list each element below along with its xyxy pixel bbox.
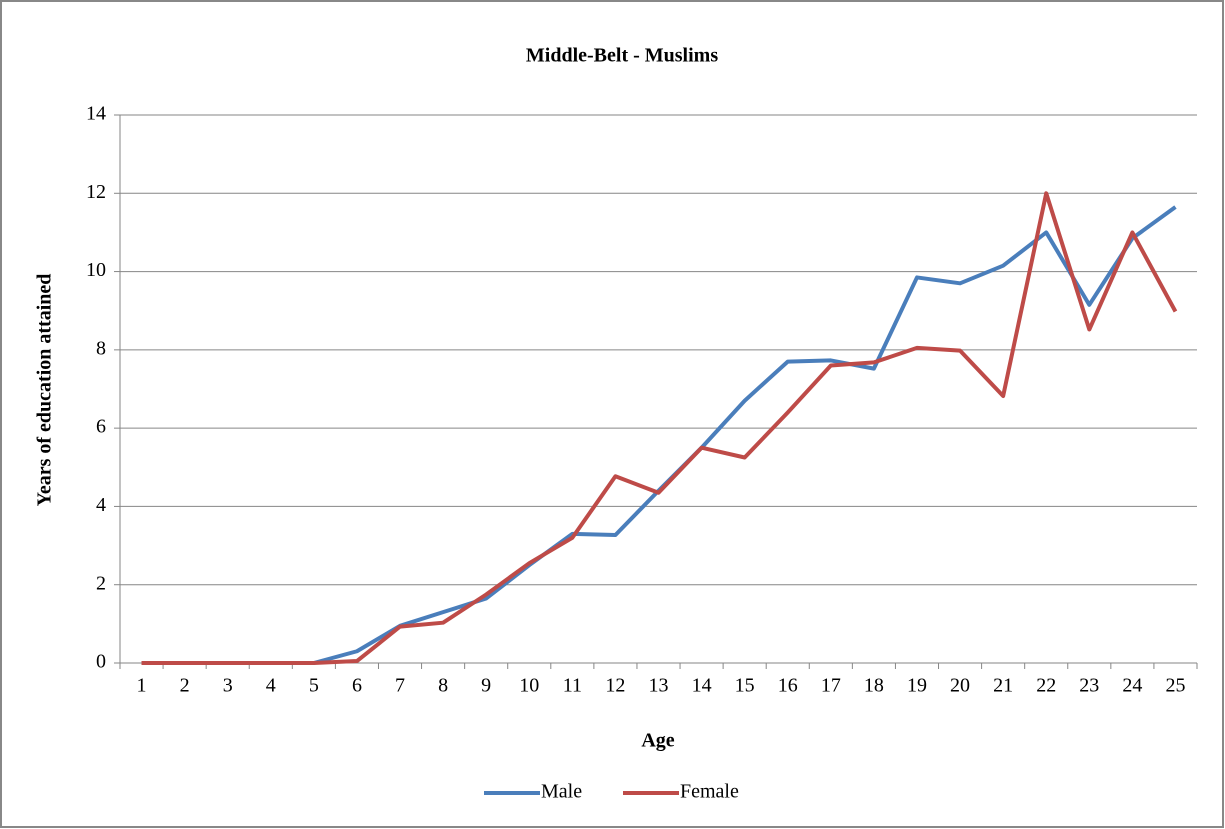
- y-tick-label: 14: [86, 103, 106, 125]
- y-tick-label: 2: [96, 572, 106, 594]
- x-tick-label: 14: [692, 675, 712, 697]
- x-tick-label: 18: [864, 675, 884, 697]
- x-tick-label: 3: [223, 675, 233, 697]
- x-tick-label: 8: [438, 675, 448, 697]
- x-tick-label: 13: [649, 675, 669, 697]
- x-tick-label: 4: [266, 675, 276, 697]
- y-tick-label: 10: [86, 259, 106, 281]
- series-line: [141, 191, 1178, 665]
- x-tick-label: 16: [778, 675, 798, 697]
- legend-label: Female: [680, 781, 739, 803]
- x-tick-label: 23: [1079, 675, 1099, 697]
- y-axis-label: Years of education attained: [34, 274, 56, 507]
- x-tick-label: 2: [180, 675, 190, 697]
- x-tick-label: 15: [735, 675, 755, 697]
- x-tick-label: 7: [395, 675, 405, 697]
- x-tick-label: 9: [481, 675, 491, 697]
- x-tick-label: 5: [309, 675, 319, 697]
- x-tick-label: 25: [1165, 675, 1185, 697]
- x-axis-label: Age: [641, 730, 674, 752]
- x-tick-label: 17: [821, 675, 841, 697]
- x-tick-label: 19: [907, 675, 927, 697]
- x-tick-label: 11: [563, 675, 582, 697]
- x-tick-label: 20: [950, 675, 970, 697]
- y-tick-label: 12: [86, 181, 106, 203]
- legend-label: Male: [541, 781, 582, 803]
- x-tick-label: 10: [519, 675, 539, 697]
- y-tick-label: 6: [96, 416, 106, 438]
- y-tick-label: 4: [96, 494, 106, 516]
- x-tick-label: 21: [993, 675, 1013, 697]
- y-tick-label: 8: [96, 337, 106, 359]
- x-tick-label: 22: [1036, 675, 1056, 697]
- y-tick-label: 0: [96, 651, 106, 673]
- x-tick-label: 12: [605, 675, 625, 697]
- x-tick-label: 24: [1122, 675, 1142, 697]
- x-tick-label: 6: [352, 675, 362, 697]
- x-tick-label: 1: [137, 675, 147, 697]
- chart-title: Middle-Belt - Muslims: [526, 45, 718, 67]
